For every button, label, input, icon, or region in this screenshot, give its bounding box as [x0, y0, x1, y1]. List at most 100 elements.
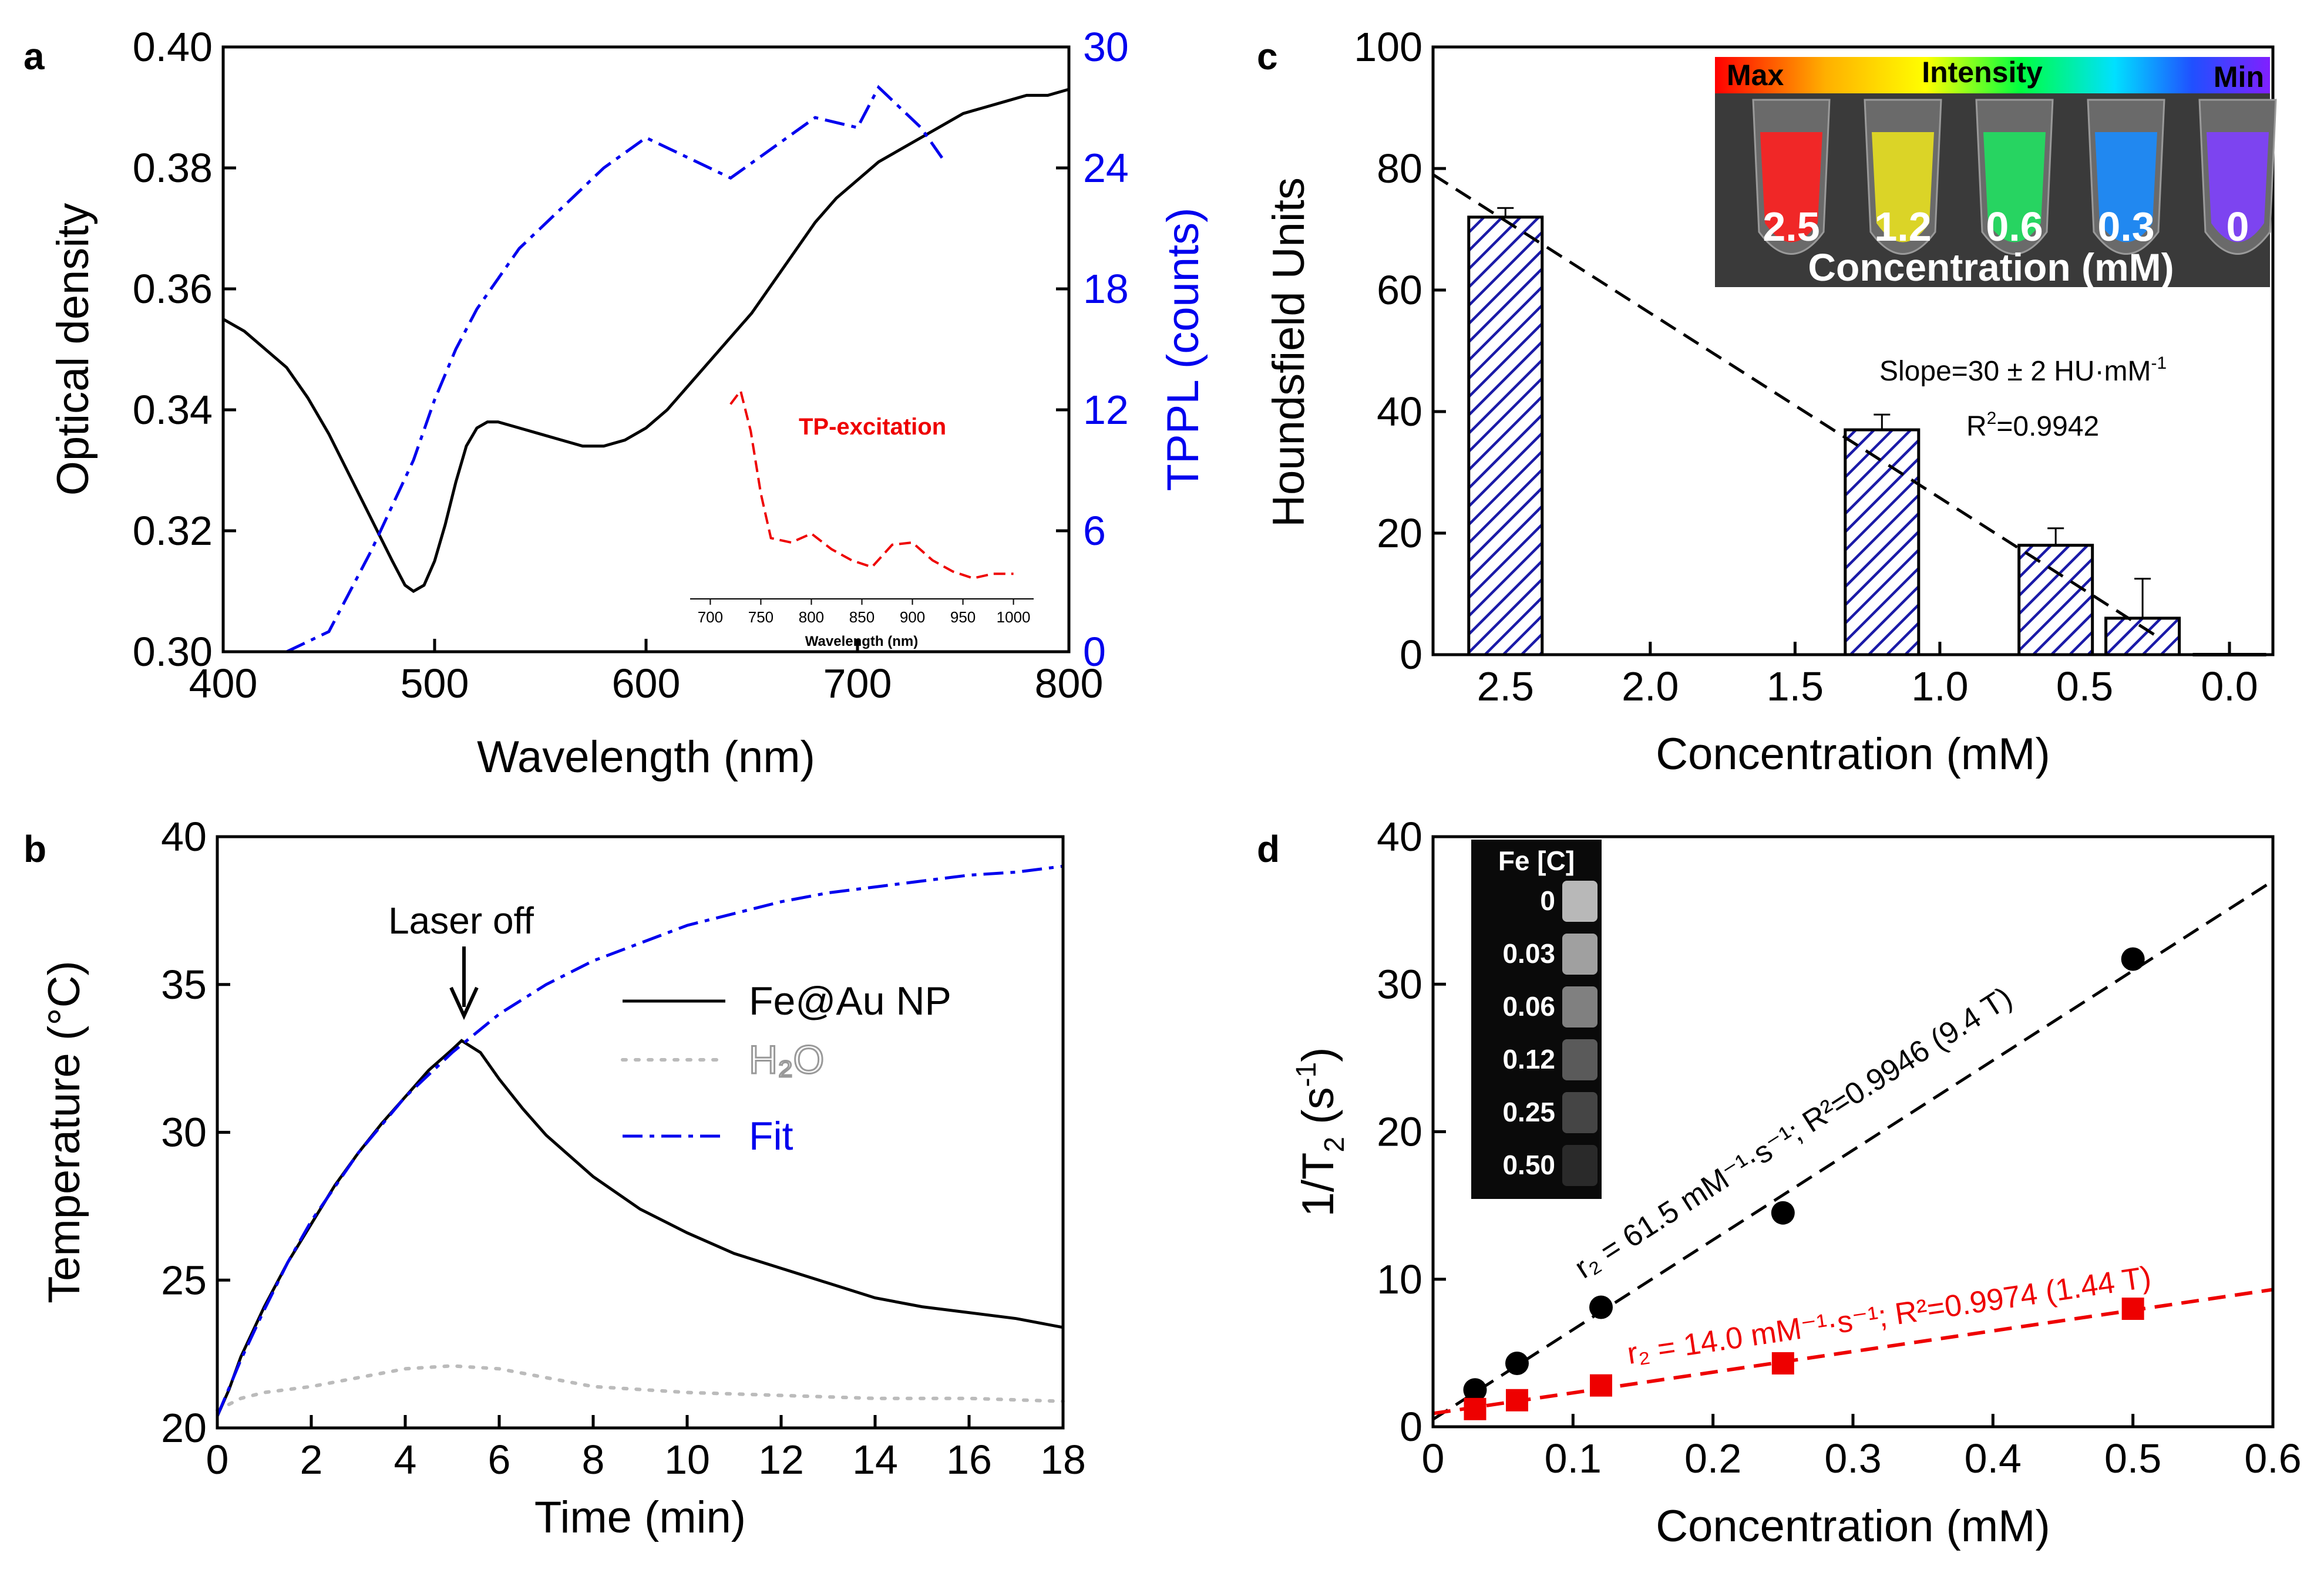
colorbar-min-label: Min [2214, 60, 2264, 93]
tube-fill-1.2 [1872, 132, 1934, 242]
y-tick-label: 25 [161, 1257, 207, 1303]
fit-line [216, 864, 1064, 1417]
inset-x-tick-label: 900 [900, 608, 925, 626]
panel-b-ticks: 0 2 4 6 8 10 12 14 16 18 20 25 30 35 40 [161, 814, 1086, 1483]
y-tick-label: 40 [1377, 814, 1422, 860]
x-tick-label: 1.5 [1767, 663, 1824, 709]
y-tick-label: 0.34 [133, 387, 213, 433]
tube-label: 0 [2227, 204, 2249, 250]
y-tick-label: 20 [1377, 510, 1422, 556]
panel-d-y-label: 1/T2 (s-1) [1291, 1047, 1350, 1217]
panel-label-a: a [23, 35, 45, 78]
panel-c-x-label: Concentration (mM) [1656, 729, 2050, 779]
fit-line-9-4t [1432, 880, 2274, 1421]
point-1.44 T [1506, 1389, 1528, 1411]
y2-tick-label: 18 [1083, 266, 1129, 312]
y-tick-label: 0.30 [133, 629, 213, 675]
y-tick-label: 10 [1377, 1256, 1422, 1302]
r2-label-9-4t: r₂ = 61.5 mM⁻¹·s⁻¹; R²=0.9946 (9.4 T) [1569, 981, 2018, 1285]
mri-swatch-0.06 [1562, 986, 1597, 1027]
phantom-tubes: 2.5 1.2 0.6 0.3 0 [1752, 99, 2277, 255]
x-tick-label: 0.3 [1824, 1436, 1881, 1481]
x-tick-label: 16 [946, 1437, 992, 1483]
panel-c-frame [1431, 45, 2275, 656]
tube-label: 0.6 [1986, 204, 2043, 250]
tube-label: 1.2 [1874, 204, 1931, 250]
x-tick-label: 2.0 [1622, 663, 1679, 709]
inset-x-tick-label: 950 [950, 608, 976, 626]
x-tick-label: 600 [612, 661, 681, 706]
y-tick-label: 0 [1400, 632, 1422, 678]
mri-row-label: 0.03 [1502, 938, 1555, 969]
y2-tick-label: 24 [1083, 145, 1129, 191]
panel-c: 2.5 2.0 1.5 1.0 0.5 0.0 0 20 40 60 80 100 Slope=30 … [1264, 24, 2277, 779]
point-1.44 T [2121, 1298, 2144, 1320]
y2-tick-label: 0 [1083, 629, 1106, 675]
mri-row-label: 0.50 [1502, 1150, 1555, 1180]
y-tick-label: 35 [161, 962, 207, 1008]
point-9.4 T [1505, 1351, 1529, 1375]
y-tick-label: 20 [161, 1405, 207, 1451]
panel-b-x-label: Time (min) [534, 1493, 746, 1542]
panel-d-x-label: Concentration (mM) [1656, 1501, 2050, 1551]
x-tick-label: 500 [401, 661, 469, 706]
inset-caption: Concentration (mM) [1808, 245, 2174, 289]
x-tick-label: 0.1 [1545, 1436, 1602, 1481]
ct-phantom-inset: Max Intensity Min 2.5 1.2 0.6 0.3 0 Concentr… [1715, 56, 2277, 289]
x-tick-label: 18 [1040, 1437, 1086, 1483]
x-tick-label: 0 [206, 1437, 229, 1483]
x-tick-label: 6 [488, 1437, 511, 1483]
mri-swatch-0.25 [1562, 1092, 1597, 1133]
x-tick-label: 0.4 [1965, 1436, 2022, 1481]
inset-x-tick-label: 750 [748, 608, 773, 626]
point-9.4 T [1589, 1295, 1613, 1319]
mri-row-label: 0.12 [1502, 1044, 1555, 1074]
tp-excitation-label: TP-excitation [799, 414, 946, 440]
bar-2.5 [1467, 215, 1544, 656]
panel-a-ticks: 400 500 600 700 800 0.30 0.32 0.34 0.36 0.38 0.40 0… [133, 24, 1129, 706]
panel-d-frame [1431, 835, 2275, 1429]
hu-fit-line [1432, 173, 2158, 638]
r2-label: R2=0.9942 [1966, 409, 2099, 442]
point-9.4 T [2121, 947, 2145, 971]
y-tick-label: 30 [161, 1110, 207, 1155]
inset-x-tick-label: 1000 [997, 608, 1031, 626]
x-tick-label: 8 [582, 1437, 605, 1483]
legend-np-label: Fe@Au NP [749, 979, 951, 1023]
point-1.44 T [1771, 1352, 1794, 1375]
point-1.44 T [1464, 1397, 1486, 1420]
tube-fill-0.3 [2095, 132, 2157, 242]
tube-fill-2.5 [1760, 132, 1822, 242]
y-tick-label: 60 [1377, 267, 1422, 313]
panel-c-y-label: Houndsfield Units [1264, 177, 1314, 527]
mri-row-label: 0 [1540, 885, 1555, 916]
panel-a-y2-label: TPPL (counts) [1158, 208, 1208, 491]
point-9.4 T [1463, 1378, 1487, 1402]
y-tick-label: 40 [161, 814, 207, 860]
tube-label: 0.3 [2097, 204, 2154, 250]
panel-b-frame [216, 835, 1065, 1430]
legend-h2o-label: H₂O [749, 1037, 824, 1082]
y-tick-label: 40 [1377, 389, 1422, 434]
x-tick-label: 0.6 [2244, 1436, 2301, 1481]
x-tick-label: 2 [300, 1437, 323, 1483]
panel-a-x-label: Wavelength (nm) [477, 732, 815, 782]
tppl-line [285, 85, 944, 653]
x-tick-label: 4 [394, 1437, 417, 1483]
inset-x-tick-label: 800 [799, 608, 824, 626]
point-9.4 T [1771, 1201, 1795, 1225]
panel-d-ticks: 0 0.1 0.2 0.3 0.4 0.5 0.6 0 10 20 30 40 [1377, 814, 2302, 1481]
mri-row-label: 0.06 [1502, 991, 1555, 1022]
x-tick-label: 12 [758, 1437, 804, 1483]
y-tick-label: 0.36 [133, 266, 213, 312]
y-tick-label: 0 [1400, 1404, 1422, 1450]
x-tick-label: 400 [189, 661, 258, 706]
y-tick-label: 20 [1377, 1109, 1422, 1155]
intensity-colorbar [1715, 57, 2270, 93]
slope-label: Slope=30 ± 2 HU·mM-1 [1879, 353, 2167, 387]
panel-d: 0 0.1 0.2 0.3 0.4 0.5 0.6 0 10 20 30 40 r₂ = 61.5 m… [1291, 814, 2302, 1551]
panel-label-d: d [1257, 828, 1280, 870]
panel-d-points [1463, 947, 2145, 1420]
tube-fill-0.6 [1983, 132, 2046, 242]
